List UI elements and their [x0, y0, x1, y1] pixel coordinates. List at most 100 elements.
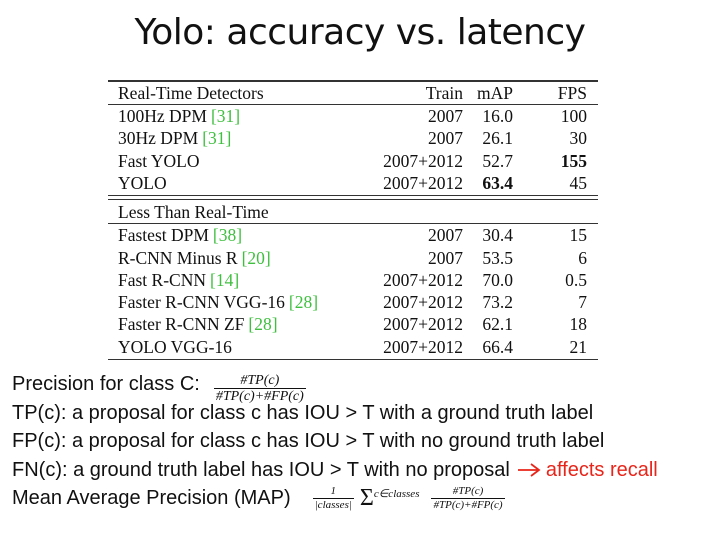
slide-title: Yolo: accuracy vs. latency	[134, 12, 586, 53]
detector-name: YOLO	[118, 172, 167, 194]
table-row: Faster R-CNN VGG-16 [28] 2007+2012 73.2 7	[108, 291, 598, 313]
detector-name: Faster R-CNN ZF [28]	[118, 313, 278, 335]
note-text: TP(c): a proposal for class c has IOU > …	[12, 401, 594, 424]
table-rule	[108, 199, 598, 201]
detector-name: R-CNN Minus R [20]	[118, 247, 271, 269]
cell-fps: 7	[578, 292, 587, 313]
column-header: mAP	[477, 83, 513, 103]
fraction: #TP(c) #TP(c)+#FP(c)	[431, 484, 505, 511]
cell-map: 70.0	[482, 269, 513, 290]
detector-label: Faster R-CNN ZF	[118, 314, 245, 335]
arrow	[517, 463, 541, 477]
cell-map: 62.1	[482, 314, 513, 335]
fraction: #TP(c) #TP(c)+#FP(c)	[213, 372, 306, 404]
table-rule	[108, 223, 598, 225]
cell-train: 2007+2012	[383, 172, 463, 193]
cell-map: 30.4	[482, 225, 513, 246]
numerator: #TP(c)	[240, 372, 280, 388]
cell-fps: 21	[569, 336, 588, 357]
table-row: 30Hz DPM [31] 2007 26.1 30	[108, 127, 598, 149]
detector-name: Fast YOLO	[118, 150, 200, 172]
citation: [28]	[288, 292, 319, 313]
citation: [38]	[212, 225, 243, 246]
section-title: Less Than Real-Time	[118, 202, 269, 223]
section-header: Real-Time Detectors Train mAP FPS	[108, 82, 598, 104]
citation: [31]	[202, 128, 232, 149]
citation: [28]	[248, 314, 278, 335]
note-text: Precision for class C:	[12, 373, 200, 395]
table-row: R-CNN Minus R [20] 2007 53.5 6	[108, 247, 598, 269]
note-text: FP(c): a proposal for class c has IOU > …	[12, 430, 605, 452]
cell-train: 2007	[428, 106, 463, 126]
cell-map: 52.7	[482, 150, 513, 171]
table-rule	[108, 104, 598, 105]
cell-train: 2007	[428, 247, 463, 268]
detector-label: Fast YOLO	[118, 150, 200, 171]
detector-label: YOLO VGG-16	[118, 336, 232, 357]
detector-label: Faster R-CNN VGG-16	[118, 292, 285, 313]
section-header: Less Than Real-Time	[108, 201, 598, 223]
note-text: FN(c): a ground truth label has IOU > T …	[12, 458, 510, 481]
cell-fps: 155	[560, 150, 587, 171]
column-header: Train	[425, 83, 463, 103]
cell-fps: 15	[569, 225, 588, 246]
cell-train: 2007	[428, 225, 463, 246]
cell-fps: 18	[569, 314, 588, 335]
cell-train: 2007+2012	[383, 269, 463, 290]
denominator: #TP(c)+#FP(c)	[431, 497, 505, 511]
note-line: FP(c): a proposal for class c has IOU > …	[12, 427, 658, 456]
table-row: Fast R-CNN [14] 2007+2012 70.0 0.5	[108, 269, 598, 291]
denominator: |classes|	[312, 497, 354, 511]
table-row: YOLO 2007+2012 63.4 45	[108, 172, 598, 194]
note-text: Mean Average Precision (MAP)	[12, 487, 291, 509]
table-rule	[108, 195, 598, 197]
detector-label: 30Hz DPM	[118, 128, 199, 149]
arrow-icon	[517, 463, 541, 477]
table-rule	[108, 359, 598, 360]
sum-sign: Σ	[359, 485, 374, 511]
citation: [31]	[210, 106, 241, 126]
sum-subscript: c∈classes	[373, 488, 420, 500]
cell-train: 2007+2012	[383, 150, 463, 171]
cell-fps: 0.5	[565, 269, 587, 290]
numerator: 1	[330, 484, 337, 497]
note-line: FN(c): a ground truth label has IOU > T …	[12, 456, 658, 485]
detector-label: Fastest DPM	[118, 225, 209, 246]
citation: [14]	[210, 269, 240, 290]
note-line: Precision for class C: #TP(c) #TP(c)+#FP(c…	[12, 370, 658, 403]
detector-name: Fast R-CNN [14]	[118, 269, 239, 291]
detector-name: 30Hz DPM [31]	[118, 127, 231, 149]
cell-fps: 45	[569, 172, 588, 193]
detector-name: YOLO VGG-16	[118, 336, 232, 358]
detector-name: 100Hz DPM [31]	[118, 105, 240, 127]
detector-label: Fast R-CNN	[118, 269, 206, 290]
numerator: #TP(c)	[452, 484, 484, 497]
cell-map: 73.2	[482, 292, 513, 313]
detector-name: Fastest DPM [38]	[118, 224, 242, 246]
cell-fps: 100	[560, 106, 587, 126]
detector-name: Faster R-CNN VGG-16 [28]	[118, 291, 318, 313]
cell-map: 53.5	[482, 247, 513, 268]
highlight-text: affects recall	[545, 458, 658, 481]
note-line: TP(c): a proposal for class c has IOU > …	[12, 399, 658, 428]
fraction: 1 |classes|	[312, 484, 354, 511]
table-row: Fastest DPM [38] 2007 30.4 15	[108, 224, 598, 246]
notes: Precision for class C: #TP(c) #TP(c)+#FP(c…	[12, 370, 658, 513]
table-rule	[108, 80, 598, 82]
column-header: FPS	[557, 83, 587, 103]
detector-label: R-CNN Minus R	[118, 247, 238, 268]
cell-train: 2007+2012	[383, 292, 463, 313]
cell-fps: 6	[578, 247, 587, 268]
cell-map: 66.4	[482, 336, 513, 357]
detector-label: 100Hz DPM	[118, 106, 207, 126]
table-row: YOLO VGG-16 2007+2012 66.4 21	[108, 336, 598, 358]
section-title: Real-Time Detectors	[118, 83, 264, 103]
cell-train: 2007+2012	[383, 314, 463, 335]
denominator: #TP(c)+#FP(c)	[213, 387, 306, 404]
cell-map: 26.1	[482, 128, 513, 149]
cell-map: 63.4	[482, 172, 513, 193]
cell-train: 2007+2012	[383, 336, 463, 357]
cell-map: 16.0	[482, 106, 513, 126]
